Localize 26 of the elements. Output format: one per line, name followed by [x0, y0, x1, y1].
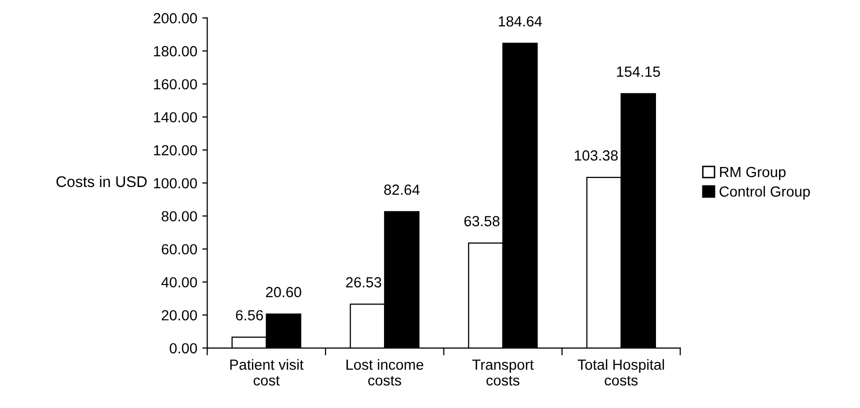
y-tick-label: 200.00	[154, 13, 197, 24]
data-label: 26.53	[346, 277, 382, 288]
data-label: 184.64	[498, 16, 542, 27]
y-tick-label: 80.00	[162, 211, 197, 222]
y-tick-label: 160.00	[154, 79, 197, 90]
y-tick-label: 20.00	[162, 310, 197, 320]
y-tick-label: 120.00	[154, 145, 197, 156]
y-tick-label: 40.00	[161, 277, 197, 288]
data-label: 154.15	[617, 66, 660, 77]
x-tick-label: Transport costs	[472, 360, 534, 386]
y-tick-label: 100.00	[154, 178, 197, 188]
data-label: 6.56	[236, 310, 263, 320]
data-label: 82.64	[384, 184, 420, 195]
legend-label: RM Group	[720, 166, 786, 180]
y-tick-label: 60.00	[162, 244, 197, 254]
data-label: 103.38	[574, 150, 618, 161]
y-tick-label: 0.00	[170, 343, 197, 354]
x-tick-label: Lost income costs	[346, 359, 424, 386]
legend-label: Control Group	[720, 186, 810, 200]
data-label: 63.58	[464, 216, 500, 226]
x-tick-label: Patient visit cost	[230, 359, 304, 386]
x-tick-label: Total Hospital costs	[578, 359, 664, 386]
y-tick-label: 180.00	[154, 46, 197, 56]
y-tick-label: 140.00	[154, 112, 197, 122]
data-label: 20.60	[266, 286, 302, 298]
y-axis-title: Costs in USD	[56, 176, 147, 188]
